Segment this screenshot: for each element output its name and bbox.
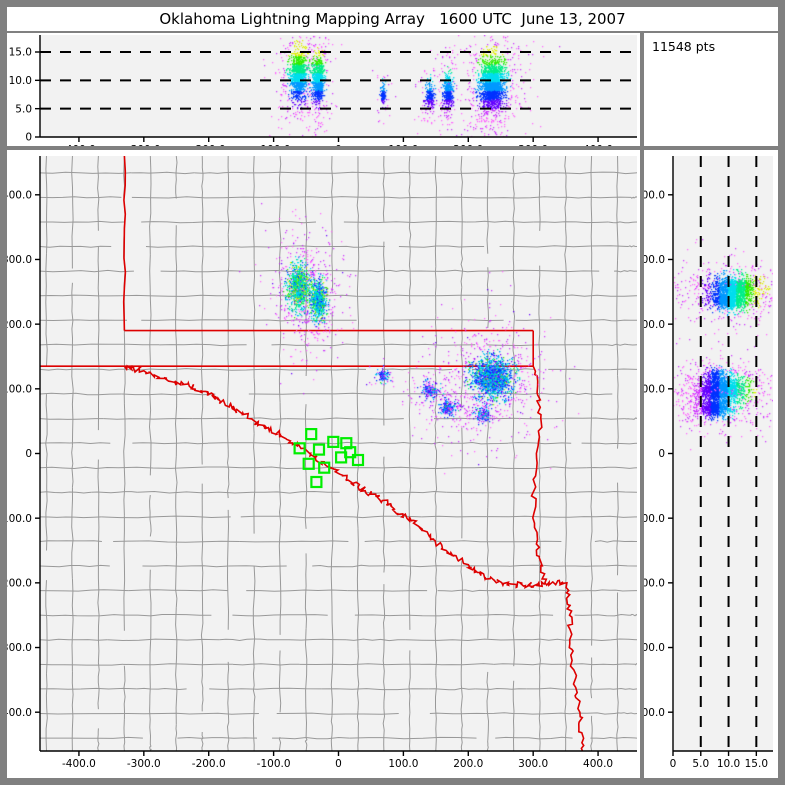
svg-text:0: 0 [658, 448, 665, 460]
svg-text:-200.0: -200.0 [7, 577, 32, 589]
altitude-vs-east-west-scatter [40, 35, 637, 137]
page-title: Oklahoma Lightning Mapping Array 1600 UT… [159, 10, 626, 28]
plan-view-scatter [40, 156, 637, 751]
svg-text:200.0: 200.0 [644, 319, 665, 331]
svg-text:0: 0 [25, 132, 32, 144]
north-south-vs-altitude-plot [673, 156, 773, 751]
svg-text:300.0: 300.0 [518, 144, 548, 146]
north-south-vs-altitude-panel: 0 5.0 10.0 15.0 400.0 300.0 200.0 100.0 0 -100.0 -… [644, 150, 778, 778]
svg-text:-100.0: -100.0 [257, 758, 291, 770]
svg-text:5.0: 5.0 [15, 103, 32, 115]
svg-text:-300.0: -300.0 [644, 642, 665, 654]
svg-text:-300.0: -300.0 [7, 642, 32, 654]
svg-text:0: 0 [670, 758, 677, 770]
svg-text:200.0: 200.0 [7, 319, 32, 331]
plan-view-map-axes: -400.0 -300.0 -200.0 -100.0 0 100.0 200.0 300.0… [7, 156, 637, 770]
title-bar: Oklahoma Lightning Mapping Array 1600 UT… [7, 7, 778, 31]
lma-station-markers [293, 428, 365, 489]
svg-text:0: 0 [335, 758, 342, 770]
svg-text:400.0: 400.0 [583, 144, 613, 146]
svg-text:-200.0: -200.0 [192, 758, 226, 770]
svg-text:10.0: 10.0 [717, 758, 740, 770]
svg-text:400.0: 400.0 [583, 758, 613, 770]
altitude-vs-east-west-axes: -400.0 -300.0 -200.0 -100.0 0 100.0 200.0 300.0… [9, 35, 637, 146]
svg-text:100.0: 100.0 [388, 758, 418, 770]
svg-text:400.0: 400.0 [7, 189, 32, 201]
svg-text:200.0: 200.0 [453, 144, 483, 146]
plan-view-map-panel: -400.0 -300.0 -200.0 -100.0 0 100.0 200.0 300.0… [7, 150, 640, 778]
svg-text:200.0: 200.0 [453, 758, 483, 770]
svg-text:300.0: 300.0 [518, 758, 548, 770]
svg-text:100.0: 100.0 [388, 144, 418, 146]
svg-text:300.0: 300.0 [644, 254, 665, 266]
svg-text:-300.0: -300.0 [127, 758, 161, 770]
svg-text:400.0: 400.0 [644, 189, 665, 201]
info-panel: 11548 pts [644, 33, 778, 146]
point-count-label: 11548 pts [652, 39, 716, 54]
svg-text:15.0: 15.0 [745, 758, 768, 770]
svg-text:10.0: 10.0 [9, 75, 32, 87]
svg-text:100.0: 100.0 [644, 383, 665, 395]
svg-text:-400.0: -400.0 [62, 144, 96, 146]
svg-text:100.0: 100.0 [7, 383, 32, 395]
svg-text:-200.0: -200.0 [192, 144, 226, 146]
svg-text:300.0: 300.0 [7, 254, 32, 266]
svg-text:-100.0: -100.0 [257, 144, 291, 146]
svg-text:0: 0 [25, 448, 32, 460]
svg-text:-100.0: -100.0 [7, 513, 32, 525]
altitude-vs-east-west-panel: -400.0 -300.0 -200.0 -100.0 0 100.0 200.0 300.0… [7, 33, 640, 146]
svg-text:-400.0: -400.0 [644, 707, 665, 719]
svg-text:5.0: 5.0 [692, 758, 709, 770]
plan-view-map-plot [40, 156, 637, 751]
svg-text:-300.0: -300.0 [127, 144, 161, 146]
north-south-vs-altitude-scatter [673, 156, 773, 751]
svg-text:-200.0: -200.0 [644, 577, 665, 589]
north-south-vs-altitude-axes: 0 5.0 10.0 15.0 400.0 300.0 200.0 100.0 0 -100.0 -… [644, 156, 773, 770]
svg-text:0: 0 [335, 144, 342, 146]
svg-text:-400.0: -400.0 [62, 758, 96, 770]
altitude-vs-east-west-plot [40, 35, 637, 137]
svg-text:-100.0: -100.0 [644, 513, 665, 525]
svg-text:-400.0: -400.0 [7, 707, 32, 719]
svg-text:15.0: 15.0 [9, 47, 32, 59]
